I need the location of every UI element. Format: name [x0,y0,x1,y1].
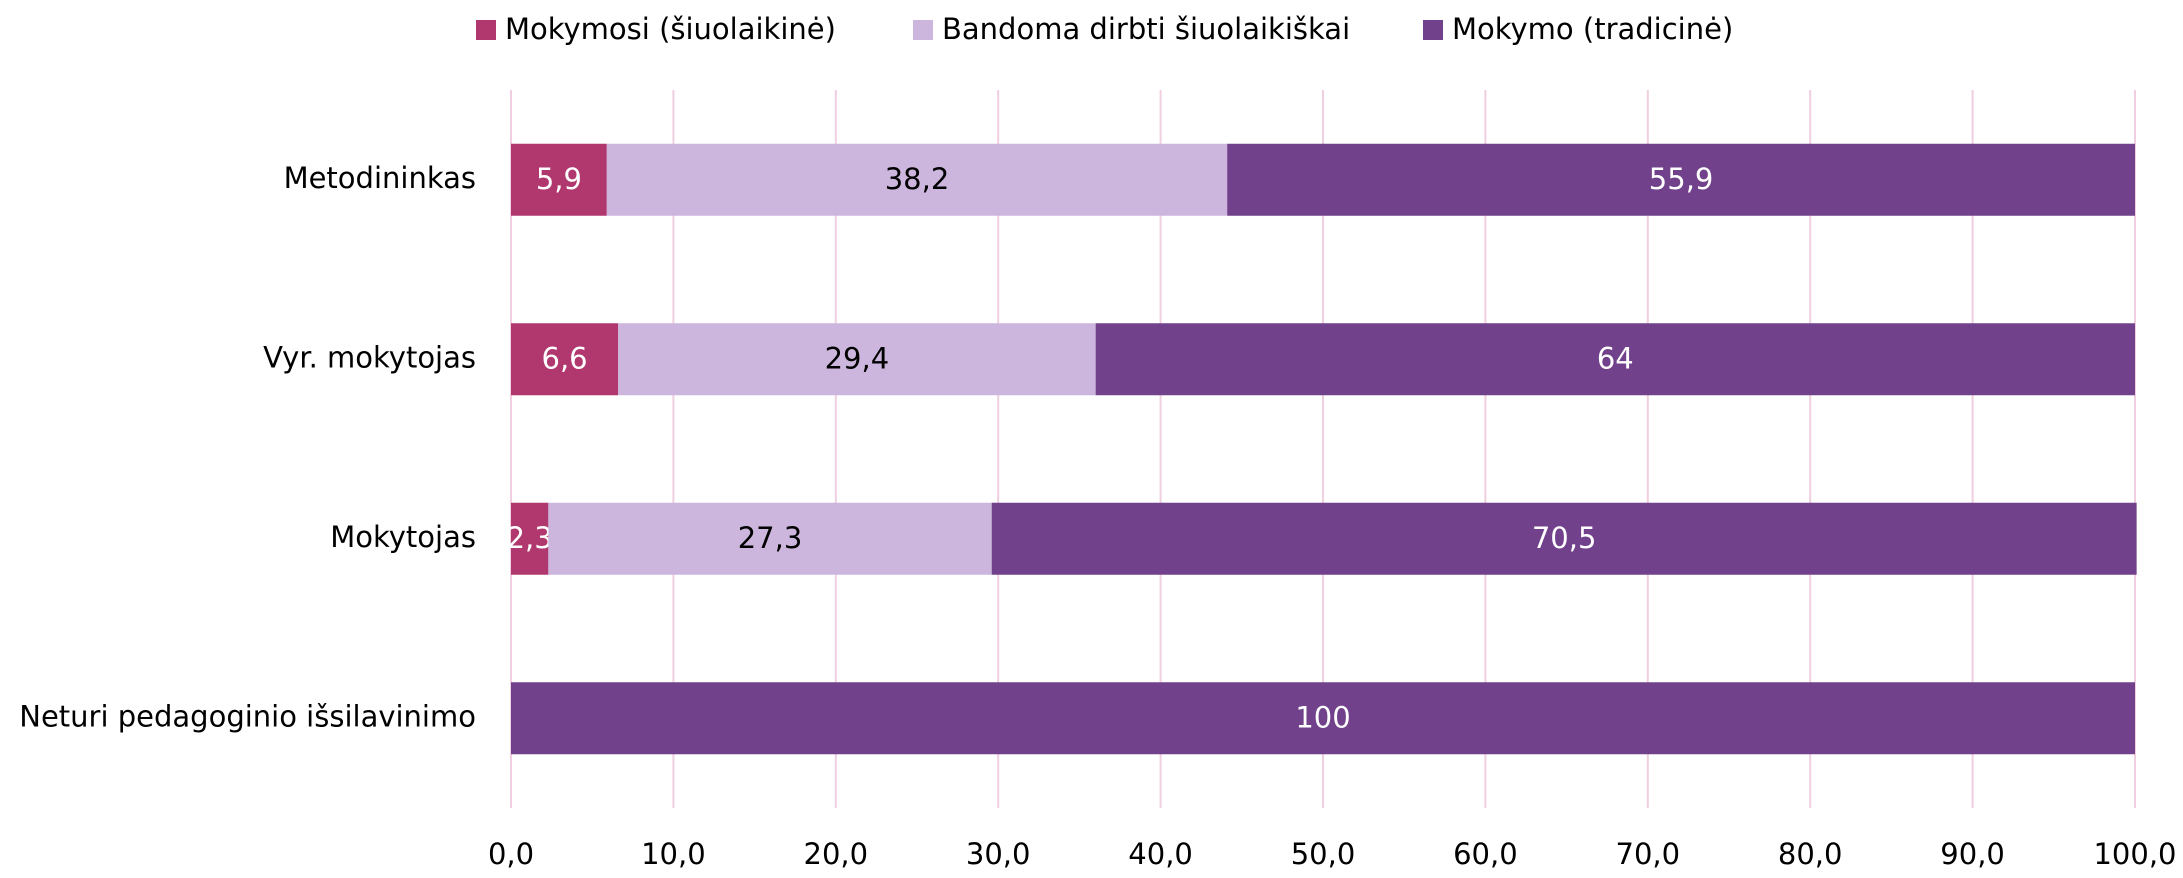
x-tick-label: 100,0 [2093,837,2176,871]
y-tick-label: Vyr. mokytojas [263,340,476,374]
x-tick-label: 90,0 [1940,837,2005,871]
bar-segment [511,143,607,216]
x-tick-label: 0,0 [488,837,534,871]
data-label: 64 [1597,341,1634,375]
bar-segment [606,143,1228,216]
x-tick-label: 80,0 [1778,837,1843,871]
x-tick-label: 30,0 [966,837,1031,871]
legend-marker [476,20,496,40]
legend-marker [913,20,933,40]
y-tick-label: Neturi pedagoginio išsilavinimo [19,699,476,733]
legend-label: Mokymosi (šiuolaikinė) [505,12,836,46]
bar-segment [1095,323,2135,396]
data-label: 27,3 [738,521,803,555]
y-tick-label: Metodininkas [284,161,476,195]
data-label: 6,6 [542,341,588,375]
data-label: 2,3 [507,521,553,555]
y-tick-label: Mokytojas [330,520,476,554]
data-label: 38,2 [885,162,950,196]
bar-segment [511,682,2135,755]
x-tick-label: 70,0 [1616,837,1681,871]
x-tick-label: 10,0 [641,837,706,871]
x-tick-label: 20,0 [804,837,869,871]
legend-label: Mokymo (tradicinė) [1452,12,1733,46]
x-tick-label: 40,0 [1128,837,1193,871]
bar-segment [511,323,619,396]
data-label: 100 [1295,700,1350,734]
x-tick-label: 60,0 [1453,837,1518,871]
bar-segment [511,502,549,575]
data-label: 55,9 [1649,162,1714,196]
bar-segment [1227,143,2135,216]
legend-marker [1423,20,1443,40]
data-label: 70,5 [1532,521,1597,555]
bar-segment [618,323,1096,396]
bar-segment [991,502,2137,575]
data-label: 29,4 [825,341,890,375]
legend-label: Bandoma dirbti šiuolaikiškai [942,12,1350,46]
data-label: 5,9 [536,162,582,196]
x-tick-label: 50,0 [1291,837,1356,871]
bar-segment [548,502,992,575]
